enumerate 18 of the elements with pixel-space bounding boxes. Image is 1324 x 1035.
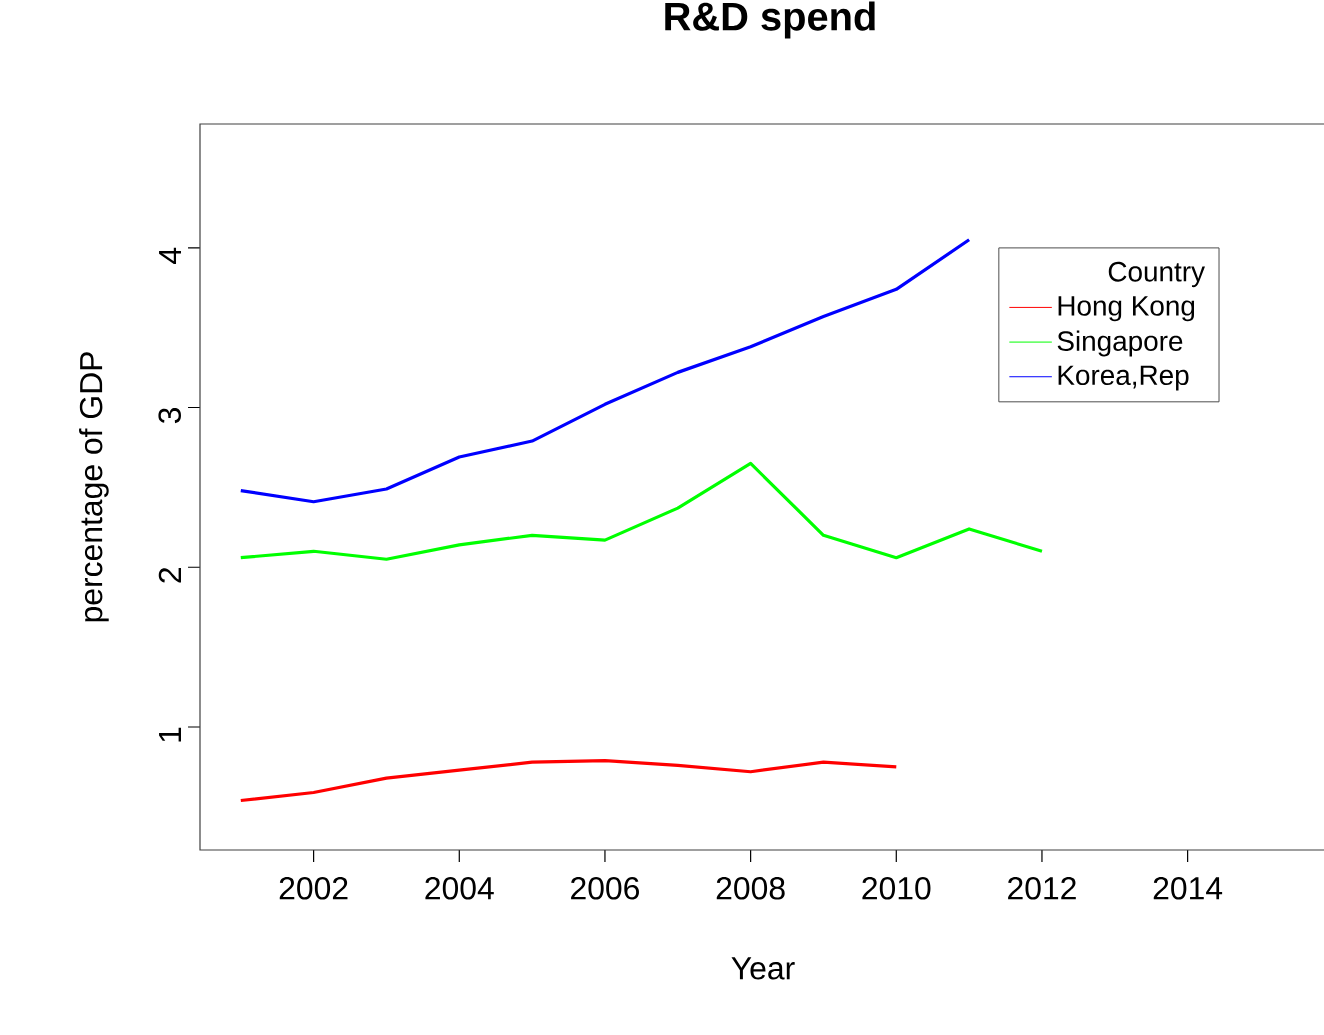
legend-label: Singapore xyxy=(1057,330,1183,357)
legend-title: Country xyxy=(1108,261,1205,288)
x-tick-label: 2012 xyxy=(1008,877,1076,900)
x-tick-label: 2010 xyxy=(862,877,931,900)
x-tick-label: 2004 xyxy=(425,877,494,900)
x-tick-label: 2006 xyxy=(571,877,639,900)
y-tick-label: 2 xyxy=(158,568,181,583)
x-tick-label: 2002 xyxy=(279,877,348,900)
x-tick-label: 2008 xyxy=(716,877,785,900)
x-tick-label: 2014 xyxy=(1153,877,1223,900)
legend-label: Korea,Rep xyxy=(1058,365,1189,391)
legend-label: Hong Kong xyxy=(1058,296,1195,322)
y-tick-label: 3 xyxy=(158,408,181,424)
y-tick-label: 1 xyxy=(159,727,181,742)
y-tick-label: 4 xyxy=(159,247,181,264)
y-axis-title: percentage of GDP xyxy=(79,352,109,622)
x-axis-title: Year xyxy=(731,957,795,980)
chart-title: R&D spend xyxy=(665,1,875,39)
